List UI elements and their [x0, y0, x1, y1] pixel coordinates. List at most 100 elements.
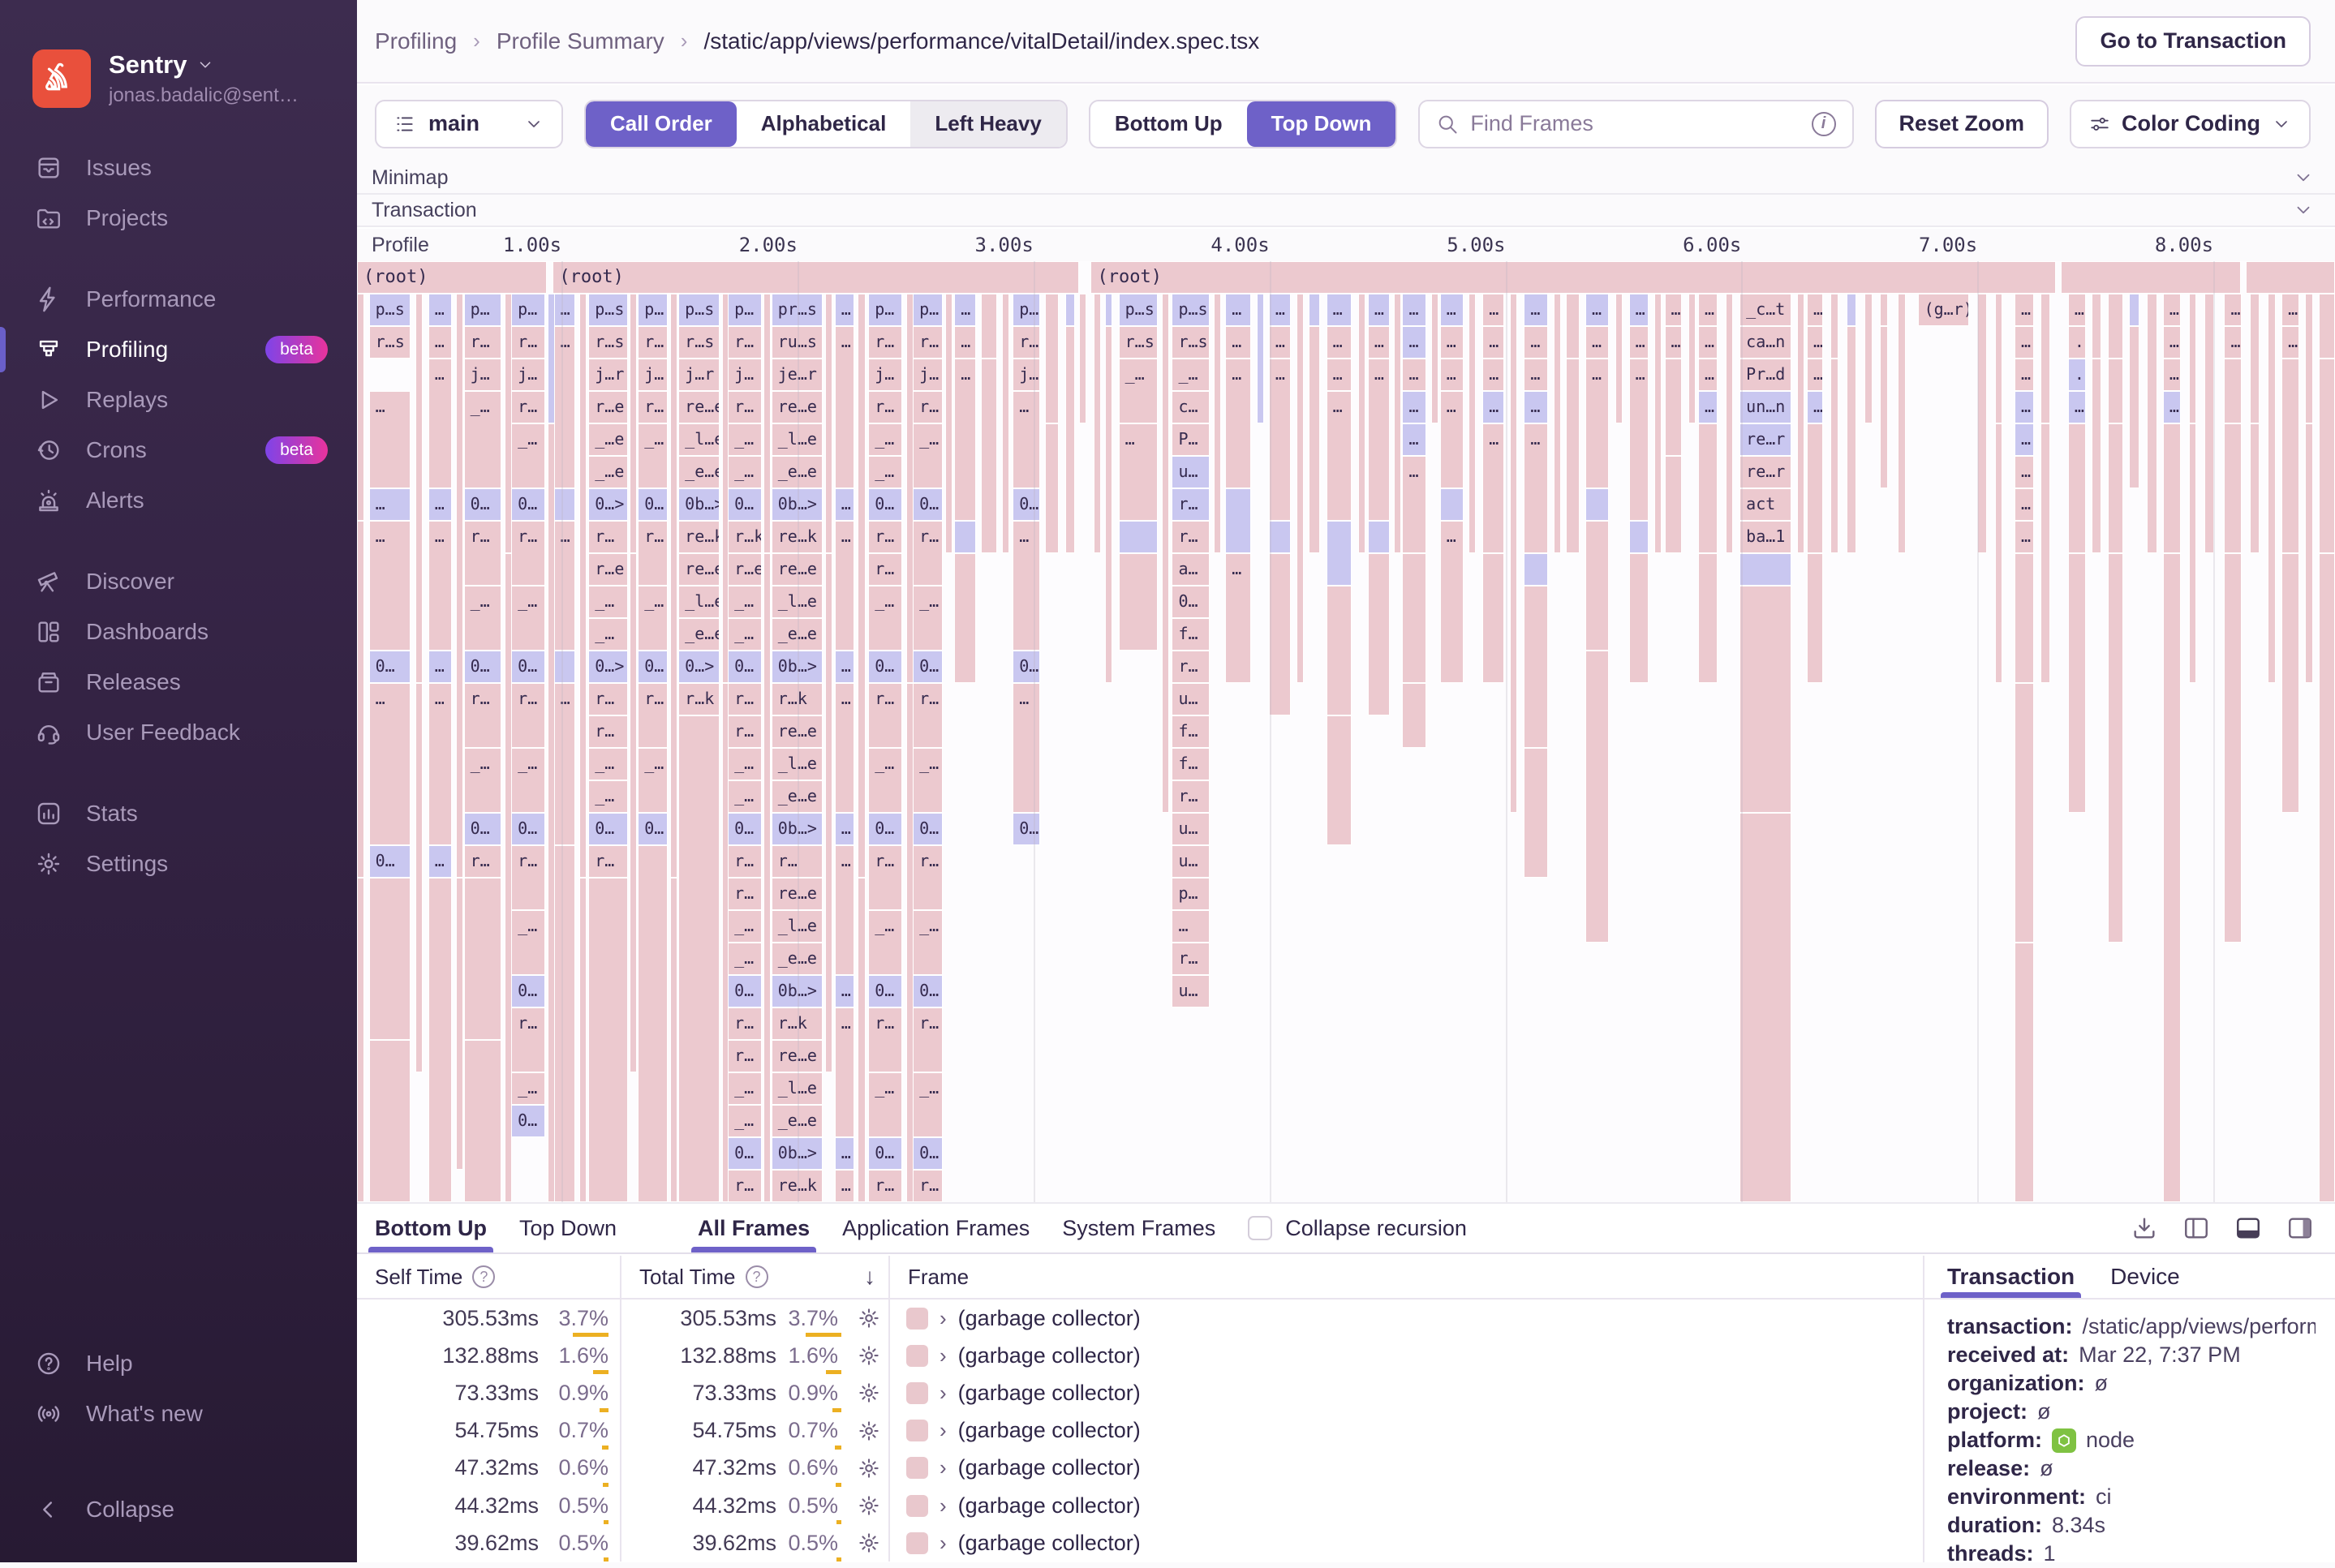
gear-icon[interactable] [849, 1493, 888, 1518]
flame-frame[interactable]: … [834, 683, 855, 813]
flame-frame-unlabeled[interactable] [1864, 294, 1873, 423]
flame-frame-unlabeled[interactable] [2224, 423, 2243, 553]
flame-frame-unlabeled[interactable] [763, 294, 771, 553]
table-row[interactable]: 132.88ms 1.6% 132.88ms 1.6% › (garbage col… [357, 1337, 1923, 1375]
sidebar-item-discover[interactable]: Discover [0, 556, 357, 607]
flame-frame[interactable]: … [1367, 294, 1390, 326]
flame-frame-unlabeled[interactable] [1326, 521, 1352, 586]
flame-frame[interactable]: … [1367, 359, 1390, 521]
flame-frame[interactable]: … [834, 1137, 855, 1170]
flame-frame[interactable]: 0… [913, 975, 943, 1007]
flame-frame[interactable]: f… [1172, 715, 1210, 748]
sidebar-item-replays[interactable]: Replays [0, 375, 357, 425]
flame-frame[interactable]: re…e [771, 553, 823, 586]
flame-frame[interactable]: _… [868, 423, 902, 456]
flame-frame-unlabeled[interactable] [2107, 553, 2124, 943]
flame-frame[interactable]: _… [868, 586, 902, 651]
flame-frame[interactable]: … [1118, 423, 1159, 521]
flame-frame[interactable]: r… [463, 683, 501, 748]
flame-frame[interactable]: j… [868, 359, 902, 391]
flame-frame[interactable]: r…k [771, 1007, 823, 1040]
flame-frame-unlabeled[interactable] [1393, 294, 1401, 553]
flame-frame-unlabeled[interactable] [2040, 294, 2050, 423]
flame-frame[interactable]: … [1326, 326, 1352, 359]
flame-frame[interactable]: … [553, 683, 576, 845]
flame-frame[interactable]: f… [1172, 618, 1210, 651]
sidebar-item-whats-new[interactable]: What's new [0, 1389, 357, 1439]
flame-frame-unlabeled[interactable] [579, 878, 587, 1202]
flame-frame[interactable]: … [1628, 326, 1649, 359]
flame-frame-unlabeled[interactable] [2092, 359, 2102, 553]
flame-frame-unlabeled[interactable] [1367, 553, 1390, 715]
flame-frame-unlabeled[interactable] [357, 294, 364, 521]
flame-frame[interactable]: _l…e [771, 910, 823, 943]
flame-frame[interactable]: 0… [728, 488, 762, 521]
flame-frame-unlabeled[interactable] [1553, 294, 1561, 553]
flame-frame[interactable]: … [1585, 359, 1610, 488]
flame-frame-unlabeled[interactable] [954, 553, 977, 683]
view-top-down[interactable]: Top Down [1246, 101, 1396, 147]
flame-frame[interactable]: … [1807, 294, 1823, 326]
flame-frame[interactable]: _… [728, 1072, 762, 1105]
flame-frame[interactable]: u… [1172, 975, 1210, 1007]
flame-frame[interactable]: 0… [728, 651, 762, 683]
flame-frame-unlabeled[interactable] [2067, 553, 2086, 813]
flame-frame-unlabeled[interactable] [1664, 456, 1683, 553]
flame-frame-unlabeled[interactable] [553, 845, 576, 1202]
flame-frame[interactable]: … [1367, 326, 1390, 359]
flame-frame[interactable]: _… [463, 586, 501, 651]
flame-frame[interactable]: … [1524, 294, 1548, 326]
flame-frame-unlabeled[interactable] [2015, 943, 2035, 1202]
flame-frame[interactable]: r… [913, 1007, 943, 1072]
flame-frame-unlabeled[interactable] [2204, 294, 2215, 553]
flame-frame-unlabeled[interactable] [670, 294, 678, 878]
flame-frame[interactable]: 0… [511, 1105, 545, 1137]
tab-all-frames[interactable]: All Frames [691, 1204, 817, 1252]
flame-frame-unlabeled[interactable] [1628, 553, 1649, 683]
flame-frame[interactable]: 0… [868, 1137, 902, 1170]
flame-frame-unlabeled[interactable] [1846, 294, 1856, 326]
flame-frame[interactable]: c… [1172, 391, 1210, 423]
flame-frame[interactable]: r… [728, 1040, 762, 1072]
flame-frame[interactable]: re…e [771, 715, 823, 748]
flame-frame[interactable]: r…s [588, 326, 628, 359]
tab-bottom-up[interactable]: Bottom Up [368, 1204, 493, 1252]
flame-frame-unlabeled[interactable] [1118, 521, 1159, 553]
flame-frame-unlabeled[interactable] [1430, 294, 1438, 423]
flame-frame[interactable]: 0… [913, 813, 943, 845]
flame-frame-unlabeled[interactable] [2319, 359, 2335, 553]
flame-frame[interactable]: r…s [678, 326, 720, 359]
flame-frame-unlabeled[interactable] [368, 878, 411, 1040]
flame-frame-unlabeled[interactable] [2147, 294, 2157, 553]
flame-frame-unlabeled[interactable] [1830, 294, 1839, 359]
flame-frame[interactable]: r… [511, 1007, 545, 1072]
flame-frame[interactable]: … [834, 1007, 855, 1137]
flame-frame[interactable]: 0… [868, 975, 902, 1007]
gear-icon[interactable] [849, 1531, 888, 1555]
flame-frame[interactable]: _… [588, 748, 628, 780]
expand-chevron-icon[interactable]: › [940, 1418, 947, 1443]
flame-frame-unlabeled[interactable] [2040, 423, 2050, 683]
flame-frame-unlabeled[interactable] [1994, 423, 2003, 683]
table-row[interactable]: 305.53ms 3.7% 305.53ms 3.7% › (garbage col… [357, 1300, 1923, 1338]
flame-frame[interactable]: r… [1172, 521, 1210, 553]
layout-bottom-panel-icon[interactable] [2234, 1214, 2262, 1242]
flame-frame[interactable]: _… [588, 586, 628, 618]
flame-frame[interactable]: … [428, 651, 453, 683]
flame-frame-unlabeled[interactable] [368, 1040, 411, 1202]
flame-frame[interactable]: p… [913, 294, 943, 326]
flame-frame[interactable]: r… [511, 326, 545, 359]
flame-frame[interactable]: u… [1172, 456, 1210, 488]
flame-frame[interactable]: … [2224, 294, 2243, 326]
flame-frame[interactable]: … [1402, 359, 1426, 391]
details-tab-device[interactable]: Device [2110, 1264, 2180, 1289]
flame-frame[interactable]: … [954, 294, 977, 326]
flame-frame[interactable]: _… [913, 423, 943, 488]
flame-frame[interactable]: 0b…> [771, 488, 823, 521]
flame-frame-unlabeled[interactable] [1162, 294, 1170, 813]
flame-frame-unlabeled[interactable] [1739, 586, 1791, 813]
expand-chevron-icon[interactable]: › [940, 1530, 947, 1555]
flame-frame[interactable]: … [1439, 294, 1464, 326]
flame-frame-unlabeled[interactable] [2305, 423, 2314, 683]
flame-frame[interactable]: … [368, 683, 411, 845]
